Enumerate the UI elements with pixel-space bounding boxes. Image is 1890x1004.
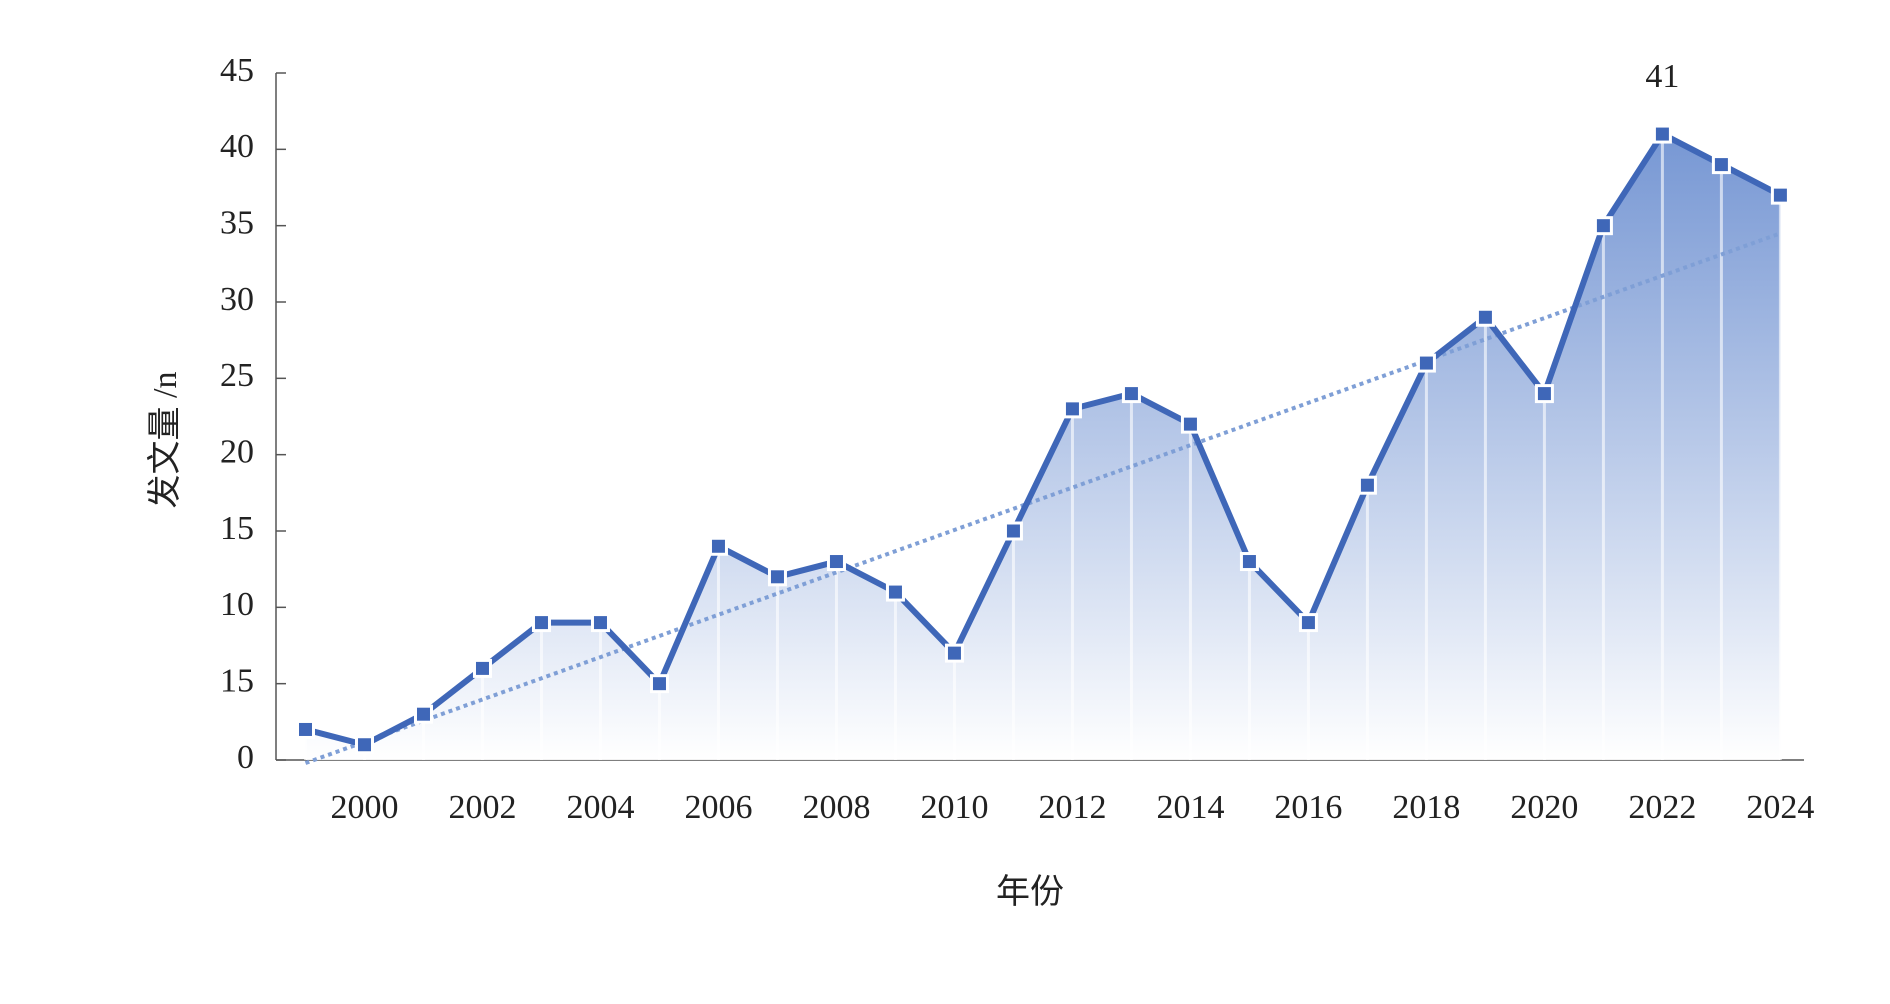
marker	[1062, 399, 1082, 419]
x-tick-label: 2022	[1628, 789, 1696, 826]
y-tick-label: 20	[220, 433, 254, 470]
y-tick-label: 25	[220, 357, 254, 394]
trend-line	[304, 231, 1782, 765]
marker	[531, 613, 551, 633]
marker	[826, 552, 846, 572]
x-tick-label: 2010	[920, 789, 988, 826]
marker	[354, 735, 374, 755]
marker	[1593, 216, 1613, 236]
y-tick-label: 15	[220, 510, 254, 547]
x-tick-label: 2024	[1746, 789, 1814, 826]
x-axis-label: 年份	[996, 873, 1064, 911]
marker	[1121, 384, 1141, 404]
marker	[1416, 353, 1436, 373]
marker	[1239, 552, 1259, 572]
x-tick-label: 2002	[448, 789, 516, 826]
x-tick-label: 2012	[1038, 789, 1106, 826]
x-tick-label: 2008	[802, 789, 870, 826]
annotation: 41	[1645, 58, 1679, 95]
x-tick-label: 2000	[330, 789, 398, 826]
marker	[1357, 475, 1377, 495]
marker	[767, 567, 787, 587]
marker	[413, 704, 433, 724]
marker	[1652, 124, 1672, 144]
marker	[295, 719, 315, 739]
x-tick-label: 2014	[1156, 789, 1224, 826]
x-tick-label: 2018	[1392, 789, 1460, 826]
marker	[1180, 414, 1200, 434]
marker	[472, 658, 492, 678]
area	[305, 134, 1781, 761]
marker	[1770, 185, 1790, 205]
marker	[708, 536, 728, 556]
marker	[1003, 521, 1023, 541]
y-tick-label: 45	[220, 52, 254, 89]
marker	[1475, 307, 1495, 327]
marker	[649, 674, 669, 694]
y-tick-label: 40	[220, 128, 254, 165]
y-tick-label: 0	[237, 739, 254, 776]
y-tick-label: 10	[220, 586, 254, 623]
y-tick-label: 30	[220, 281, 254, 318]
marker	[885, 582, 905, 602]
marker	[1711, 155, 1731, 175]
marker	[1534, 384, 1554, 404]
x-tick-label: 2006	[684, 789, 752, 826]
x-tick-label: 2020	[1510, 789, 1578, 826]
y-tick-label: 35	[220, 204, 254, 241]
y-axis-label: 发文量 /n	[146, 372, 184, 509]
x-tick-label: 2016	[1274, 789, 1342, 826]
y-tick-label: 15	[220, 662, 254, 699]
marker	[1298, 613, 1318, 633]
marker	[590, 613, 610, 633]
marker	[944, 643, 964, 663]
x-tick-label: 2004	[566, 789, 634, 826]
series-line	[304, 131, 1782, 748]
